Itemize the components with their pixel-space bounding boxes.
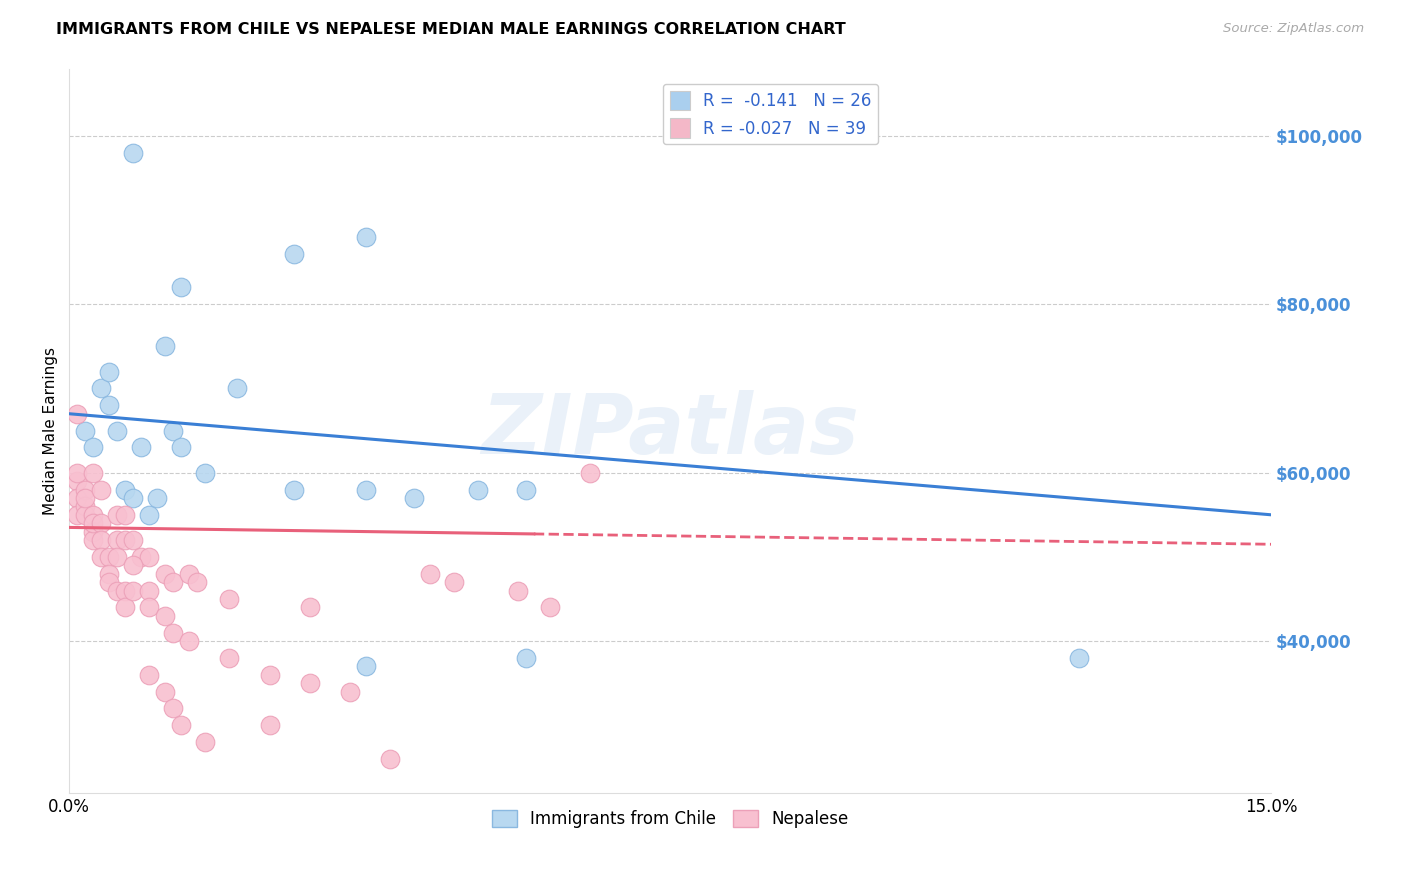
Point	[138, 600, 160, 615]
Point	[218, 592, 240, 607]
Point	[467, 483, 489, 497]
Point	[354, 230, 377, 244]
Point	[105, 424, 128, 438]
Point	[538, 600, 561, 615]
Point	[354, 659, 377, 673]
Point	[138, 508, 160, 522]
Point	[82, 533, 104, 547]
Point	[82, 466, 104, 480]
Legend: Immigrants from Chile, Nepalese: Immigrants from Chile, Nepalese	[485, 804, 855, 835]
Point	[75, 508, 97, 522]
Point	[75, 483, 97, 497]
Point	[131, 441, 153, 455]
Point	[98, 566, 121, 581]
Point	[155, 566, 177, 581]
Point	[105, 508, 128, 522]
Point	[122, 145, 145, 160]
Point	[105, 549, 128, 564]
Point	[90, 549, 112, 564]
Point	[155, 684, 177, 698]
Point	[162, 625, 184, 640]
Point	[114, 533, 136, 547]
Point	[114, 600, 136, 615]
Point	[170, 718, 193, 732]
Point	[122, 583, 145, 598]
Point	[259, 718, 281, 732]
Point	[162, 424, 184, 438]
Point	[506, 583, 529, 598]
Text: IMMIGRANTS FROM CHILE VS NEPALESE MEDIAN MALE EARNINGS CORRELATION CHART: IMMIGRANTS FROM CHILE VS NEPALESE MEDIAN…	[56, 22, 846, 37]
Point	[179, 634, 201, 648]
Point	[75, 424, 97, 438]
Point	[90, 382, 112, 396]
Point	[90, 483, 112, 497]
Point	[105, 533, 128, 547]
Point	[114, 583, 136, 598]
Point	[66, 407, 89, 421]
Point	[259, 667, 281, 681]
Point	[66, 508, 89, 522]
Point	[98, 398, 121, 412]
Point	[131, 549, 153, 564]
Point	[194, 466, 217, 480]
Point	[90, 533, 112, 547]
Point	[515, 483, 537, 497]
Point	[138, 549, 160, 564]
Point	[298, 676, 321, 690]
Point	[194, 735, 217, 749]
Text: Source: ZipAtlas.com: Source: ZipAtlas.com	[1223, 22, 1364, 36]
Point	[75, 491, 97, 505]
Point	[66, 466, 89, 480]
Point	[122, 533, 145, 547]
Point	[82, 516, 104, 531]
Point	[155, 608, 177, 623]
Point	[170, 441, 193, 455]
Point	[298, 600, 321, 615]
Point	[186, 575, 208, 590]
Point	[98, 575, 121, 590]
Point	[1067, 651, 1090, 665]
Point	[402, 491, 425, 505]
Point	[66, 474, 89, 488]
Point	[155, 339, 177, 353]
Point	[98, 549, 121, 564]
Point	[138, 583, 160, 598]
Y-axis label: Median Male Earnings: Median Male Earnings	[44, 347, 58, 515]
Point	[354, 483, 377, 497]
Point	[146, 491, 169, 505]
Point	[66, 491, 89, 505]
Point	[114, 508, 136, 522]
Point	[170, 280, 193, 294]
Point	[82, 441, 104, 455]
Point	[98, 365, 121, 379]
Point	[90, 516, 112, 531]
Point	[515, 651, 537, 665]
Point	[138, 667, 160, 681]
Point	[162, 575, 184, 590]
Point	[122, 491, 145, 505]
Point	[443, 575, 465, 590]
Point	[114, 483, 136, 497]
Point	[162, 701, 184, 715]
Point	[226, 382, 249, 396]
Point	[218, 651, 240, 665]
Point	[105, 583, 128, 598]
Point	[82, 524, 104, 539]
Text: ZIPatlas: ZIPatlas	[481, 390, 859, 471]
Point	[378, 752, 401, 766]
Point	[283, 246, 305, 260]
Point	[283, 483, 305, 497]
Point	[419, 566, 441, 581]
Point	[82, 508, 104, 522]
Point	[579, 466, 602, 480]
Point	[339, 684, 361, 698]
Point	[75, 500, 97, 514]
Point	[179, 566, 201, 581]
Point	[122, 558, 145, 573]
